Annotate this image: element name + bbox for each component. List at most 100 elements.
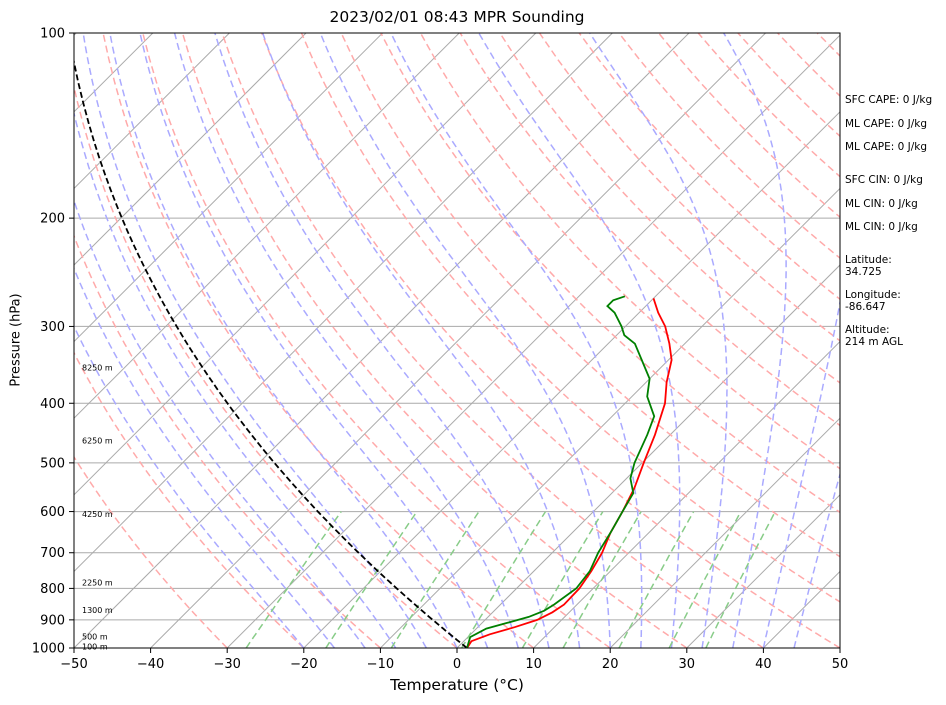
y-tick-label: 100 [40, 27, 65, 42]
latitude-text: Latitude: 34.725 [845, 254, 892, 278]
moist-adiabat-line [762, 298, 840, 648]
isotherm-line [74, 33, 537, 496]
moist-adiabat-line [589, 33, 728, 648]
mixing-ratio-line [562, 511, 642, 648]
y-tick-label: 300 [40, 320, 65, 335]
moist-adiabat-line [74, 266, 335, 648]
y-tick-label: 600 [40, 505, 65, 520]
dry-adiabat-line [459, 33, 840, 427]
height-annotation: 1300 m [82, 606, 113, 615]
ml-cape-text-1: ML CAPE: 0 J/kg [845, 118, 928, 130]
dry-adiabat-line [142, 33, 611, 648]
dry-adiabat-line [380, 33, 840, 514]
x-tick-label: 40 [755, 657, 772, 672]
moist-adiabat-line [390, 33, 643, 648]
moist-adiabat-line [173, 33, 520, 648]
isotherm-line [380, 187, 840, 648]
mixing-ratio-line [521, 511, 604, 648]
mixing-ratio-line [705, 511, 776, 648]
mixing-ratio-line [461, 511, 547, 648]
dry-adiabat-line [340, 33, 840, 558]
longitude-text: Longitude: -86.647 [845, 289, 901, 313]
dry-adiabat-line [936, 33, 946, 648]
dry-adiabat-line [74, 234, 381, 648]
x-tick-label: 50 [832, 657, 849, 672]
isotherm-line [74, 33, 307, 266]
mixing-ratio-line [390, 511, 480, 648]
moist-adiabat-line [74, 198, 366, 648]
x-tick-label: −10 [367, 657, 394, 672]
x-tick-label: 10 [525, 657, 542, 672]
dry-adiabat-line [300, 33, 840, 603]
altitude-text: Altitude: 214 m AGL [845, 324, 903, 348]
dry-adiabat-line [499, 33, 840, 384]
height-annotation: 4250 m [82, 510, 113, 519]
y-tick-label: 200 [40, 212, 65, 227]
ml-cin-text-1: ML CIN: 0 J/kg [845, 198, 918, 210]
isotherm-line [609, 417, 840, 648]
y-tick-label: 500 [40, 456, 65, 471]
height-annotation: 100 m [82, 643, 108, 652]
height-annotation: 500 m [82, 632, 108, 641]
moist-adiabat-line [74, 110, 397, 648]
dry-adiabat-line [261, 33, 840, 648]
x-tick-label: 30 [679, 657, 696, 672]
moist-adiabat-line [109, 33, 458, 648]
isotherm-line [74, 33, 690, 648]
y-tick-label: 900 [40, 613, 65, 628]
height-annotation: 8250 m [82, 364, 113, 373]
y-axis-label: Pressure (hPa) [8, 293, 24, 387]
ml-cin-text-2: ML CIN: 0 J/kg [845, 221, 918, 233]
temperature-profile-line [466, 298, 673, 648]
mixing-ratio-line [618, 511, 695, 648]
dry-adiabat-line [181, 33, 688, 648]
moist-adiabat-line [74, 324, 305, 648]
isotherm-line [226, 34, 840, 648]
moist-adiabat-line [723, 33, 787, 648]
isotherm-line [74, 33, 230, 190]
isotherm-line [303, 111, 840, 648]
isotherm-line [74, 33, 383, 343]
y-tick-label: 800 [40, 582, 65, 597]
x-tick-label: −50 [60, 657, 87, 672]
y-tick-label: 400 [40, 397, 65, 412]
parcel-profile-line [74, 57, 468, 648]
y-tick-label: 1000 [32, 642, 65, 657]
dry-adiabat-line [578, 33, 840, 301]
isotherm-line [533, 340, 840, 648]
moist-adiabat-line [478, 33, 681, 648]
moist-adiabat-line [82, 33, 428, 648]
moist-adiabat-line [214, 33, 550, 648]
moist-adiabat-line [139, 33, 489, 648]
dry-adiabat-line [102, 33, 535, 648]
dewpoint-profile-line [466, 295, 656, 648]
mixing-ratio-line [245, 511, 342, 648]
height-annotation: 6250 m [82, 437, 113, 446]
height-annotation: 2250 m [82, 578, 113, 587]
sfc-cin-text: SFC CIN: 0 J/kg [845, 174, 923, 186]
dry-adiabat-line [74, 83, 458, 648]
dry-adiabat-line [221, 33, 764, 648]
isotherm-line [686, 494, 840, 648]
x-tick-label: −20 [290, 657, 317, 672]
moist-adiabat-line [319, 33, 611, 648]
x-tick-label: 0 [453, 657, 461, 672]
chart-title: 2023/02/01 08:43 MPR Sounding [329, 8, 585, 26]
isotherm-line [74, 33, 613, 573]
isotherm-line [74, 33, 460, 419]
x-axis-label: Temperature (°C) [390, 676, 524, 694]
x-tick-label: −30 [213, 657, 240, 672]
mixing-ratio-line [668, 511, 742, 648]
mixing-ratio-line [325, 511, 418, 648]
sfc-cape-text: SFC CAPE: 0 J/kg [845, 94, 933, 106]
ml-cape-text-2: ML CAPE: 0 J/kg [845, 141, 928, 153]
moist-adiabat-line [261, 33, 581, 648]
moist-adiabat-line [793, 471, 840, 648]
x-tick-label: 20 [602, 657, 619, 672]
x-tick-label: −40 [137, 657, 164, 672]
dry-adiabat-line [74, 455, 228, 648]
y-tick-label: 700 [40, 546, 65, 561]
dry-adiabat-line [74, 351, 305, 648]
dry-adiabat-line [538, 33, 840, 342]
